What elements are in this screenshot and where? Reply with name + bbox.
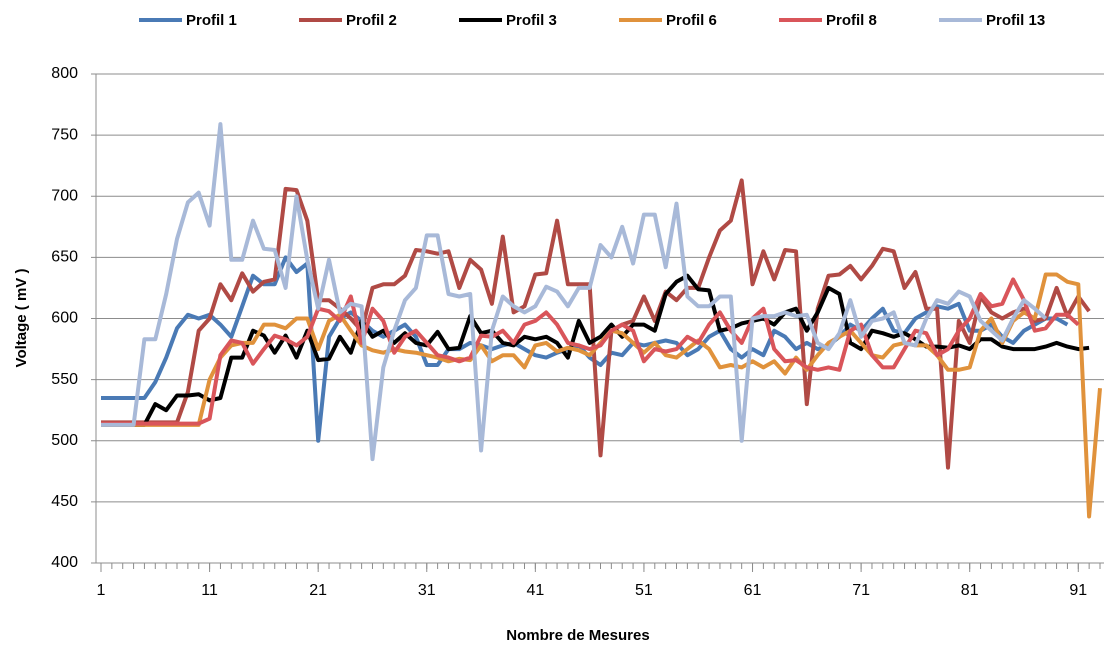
y-axis-title: Voltage ( mV )	[13, 269, 30, 368]
x-tick-label: 61	[744, 582, 762, 599]
y-tick-label: 650	[51, 249, 78, 266]
x-tick-label: 11	[201, 582, 218, 599]
x-tick-label: 1	[97, 582, 106, 599]
y-tick-label: 550	[51, 371, 78, 388]
y-tick-label: 800	[51, 65, 78, 82]
series-line	[101, 178, 1091, 470]
legend-label: Profil 13	[986, 12, 1045, 29]
x-tick-label: 71	[852, 582, 870, 599]
series-line	[101, 272, 1102, 519]
y-tick-label: 500	[51, 432, 78, 449]
x-tick-label: 81	[961, 582, 979, 599]
legend-label: Profil 3	[506, 12, 557, 29]
y-tick-label: 700	[51, 187, 78, 204]
x-tick-label: 51	[635, 582, 653, 599]
series-line	[101, 122, 1048, 462]
y-tick-label: 750	[51, 126, 78, 143]
x-tick-label: 91	[1069, 582, 1087, 599]
x-axis-title: Nombre de Mesures	[506, 627, 649, 644]
legend-label: Profil 1	[186, 12, 237, 29]
y-tick-label: 400	[51, 554, 78, 571]
x-tick-label: 41	[526, 582, 544, 599]
y-tick-label: 600	[51, 310, 78, 327]
y-tick-label: 450	[51, 493, 78, 510]
x-tick-label: 21	[309, 582, 327, 599]
legend-label: Profil 2	[346, 12, 397, 29]
x-tick-label: 31	[418, 582, 436, 599]
legend-label: Profil 6	[666, 12, 717, 29]
legend-label: Profil 8	[826, 12, 877, 29]
series-line	[101, 277, 1080, 426]
